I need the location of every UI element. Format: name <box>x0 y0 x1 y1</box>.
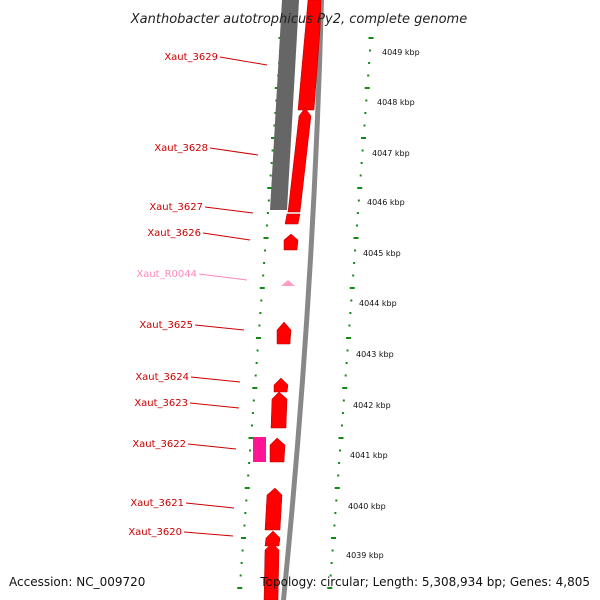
leader-line <box>198 273 248 281</box>
gene-label-xaut-3621[interactable]: Xaut_3621 <box>130 498 235 509</box>
gene-label-xaut-3624[interactable]: Xaut_3624 <box>135 372 241 383</box>
genome-backbone <box>281 0 324 600</box>
gene-label-text[interactable]: Xaut_3622 <box>132 439 186 450</box>
kbp-label: 4041 kbp <box>350 451 388 460</box>
leader-line <box>183 531 234 537</box>
gene-arrow-xaut-3621 <box>264 487 283 531</box>
gene-label-text[interactable]: Xaut_3627 <box>149 202 203 213</box>
gene-label-xaut-3627[interactable]: Xaut_3627 <box>149 202 254 214</box>
inner-tick-row <box>237 37 284 589</box>
outer-tick-row <box>327 37 374 589</box>
leader-line <box>189 402 240 409</box>
gene-label-text[interactable]: Xaut_3629 <box>164 52 218 63</box>
accession-text: Accession: NC_009720 <box>9 575 145 589</box>
leader-line <box>219 56 268 66</box>
gene-label-text[interactable]: Xaut_3628 <box>154 143 208 154</box>
gene-label-text[interactable]: Xaut_R0044 <box>136 269 197 280</box>
leader-line <box>204 206 254 214</box>
leader-line <box>209 147 259 156</box>
rna-arrow-xaut-r0044 <box>281 280 295 286</box>
map-title: Xanthobacter autotrophicus Py2, complete… <box>130 12 467 27</box>
tick-marks <box>237 37 374 589</box>
leader-line <box>202 232 251 241</box>
gene-label-xaut-3620[interactable]: Xaut_3620 <box>128 527 234 538</box>
gene-arrow-xaut-3626 <box>283 233 299 251</box>
kbp-label: 4040 kbp <box>348 502 386 511</box>
gene-arrow-xaut-3624-a <box>273 377 289 393</box>
gene-label-xaut-3623[interactable]: Xaut_3623 <box>134 398 240 409</box>
gene-labels: Xaut_3629 Xaut_3628 Xaut_3627 Xaut_3626 Xaut… <box>128 52 268 538</box>
gene-label-xaut-3628[interactable]: Xaut_3628 <box>154 143 259 156</box>
kbp-label: 4047 kbp <box>372 149 410 158</box>
magenta-feature-block <box>253 437 266 462</box>
gene-arrow-xaut-3629 <box>297 0 322 111</box>
gene-label-xaut-3622[interactable]: Xaut_3622 <box>132 439 237 450</box>
leader-line <box>187 443 237 450</box>
gene-label-xaut-3629[interactable]: Xaut_3629 <box>164 52 268 66</box>
gene-label-text[interactable]: Xaut_3626 <box>147 228 201 239</box>
kbp-label: 4039 kbp <box>346 551 384 560</box>
gene-label-xaut-3626[interactable]: Xaut_3626 <box>147 228 251 241</box>
gene-arrow-xaut-3620 <box>264 530 281 547</box>
gene-label-text[interactable]: Xaut_3623 <box>134 398 188 409</box>
genome-summary-text: Topology: circular; Length: 5,308,934 bp… <box>259 575 590 589</box>
kbp-label: 4046 kbp <box>367 198 405 207</box>
feature-track <box>253 0 324 600</box>
gene-label-text[interactable]: Xaut_3620 <box>128 527 182 538</box>
gene-label-xaut-3625[interactable]: Xaut_3625 <box>139 320 245 331</box>
gene-label-text[interactable]: Xaut_3625 <box>139 320 193 331</box>
kbp-label: 4044 kbp <box>359 299 397 308</box>
kbp-label: 4045 kbp <box>363 249 401 258</box>
gene-arrow-xaut-3627 <box>284 213 301 225</box>
gene-arrow-xaut-3628 <box>287 107 312 213</box>
gene-arrow-xaut-3623 <box>270 391 288 429</box>
kbp-scale: 4049 kbp 4048 kbp 4047 kbp 4046 kbp 4045 kbp… <box>346 48 420 560</box>
kbp-label: 4042 kbp <box>353 401 391 410</box>
gene-label-text[interactable]: Xaut_3624 <box>135 372 189 383</box>
kbp-label: 4043 kbp <box>356 350 394 359</box>
kbp-label: 4048 kbp <box>377 98 415 107</box>
kbp-label: 4049 kbp <box>382 48 420 57</box>
gene-arrow-bottom <box>263 542 280 600</box>
gene-label-xaut-r0044[interactable]: Xaut_R0044 <box>136 269 248 281</box>
leader-line <box>194 324 245 331</box>
gray-feature-block <box>270 0 299 210</box>
leader-line <box>185 502 235 509</box>
gene-arrow-xaut-3622 <box>269 437 286 463</box>
gene-label-text[interactable]: Xaut_3621 <box>130 498 184 509</box>
leader-line <box>190 376 241 383</box>
gene-arrow-xaut-3625 <box>276 321 292 345</box>
